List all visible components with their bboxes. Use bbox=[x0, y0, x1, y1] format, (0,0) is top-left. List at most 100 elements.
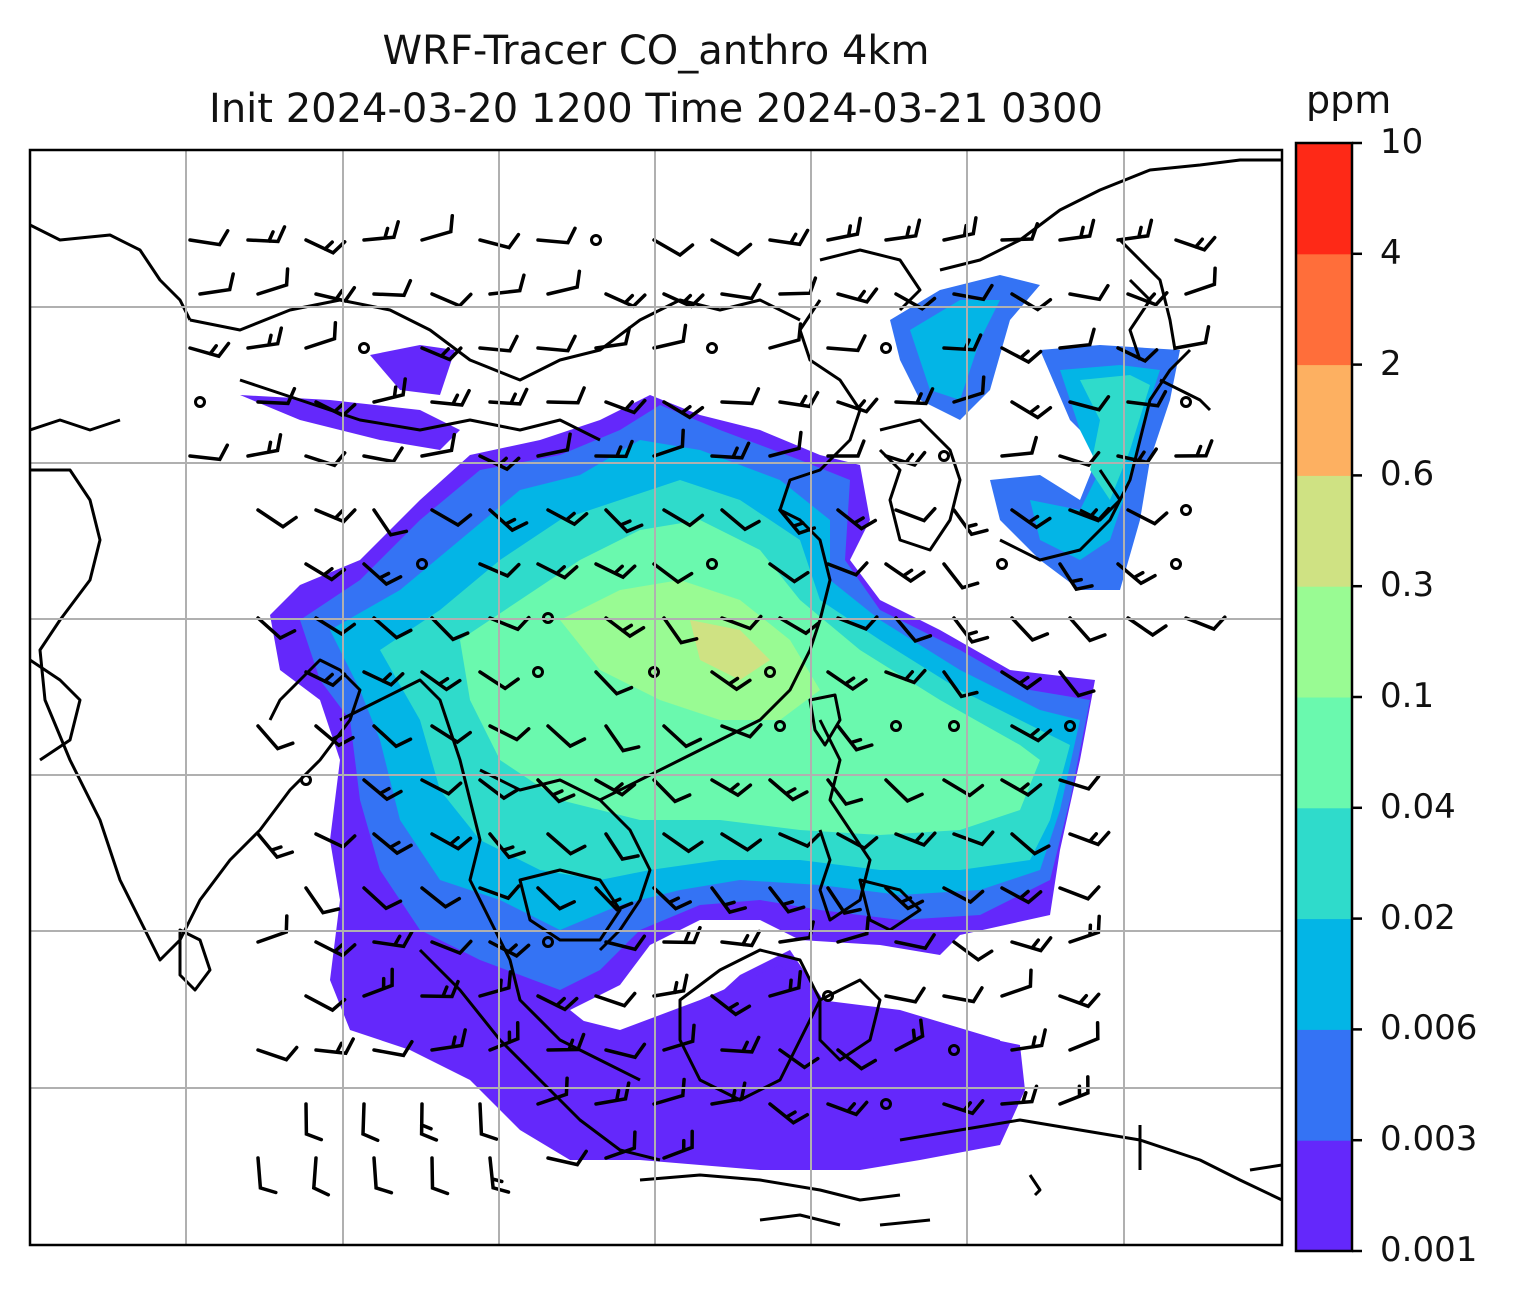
wind-barb bbox=[652, 428, 685, 458]
calm-wind-marker bbox=[542, 936, 554, 948]
wind-barb bbox=[362, 778, 403, 802]
colorbar-tick-label: 10 bbox=[1380, 122, 1424, 162]
wind-barb bbox=[314, 285, 357, 303]
wind-barb bbox=[1058, 774, 1101, 791]
wind-barb bbox=[372, 724, 413, 749]
wind-barb bbox=[1126, 508, 1169, 526]
wind-barb bbox=[430, 1028, 467, 1052]
wind-barb bbox=[430, 832, 473, 851]
wind-barb bbox=[1000, 886, 1043, 905]
wind-barb bbox=[420, 886, 462, 909]
wind-barb bbox=[652, 323, 688, 350]
wind-barb bbox=[710, 441, 751, 460]
wind-barb bbox=[188, 443, 230, 462]
wind-barb bbox=[536, 334, 577, 353]
calm-wind-marker bbox=[1064, 720, 1076, 732]
wind-barb bbox=[662, 724, 703, 749]
wind-barb bbox=[420, 778, 463, 796]
colorbar-segment bbox=[1296, 697, 1352, 809]
wind-barb bbox=[594, 326, 632, 350]
wind-barb bbox=[662, 616, 699, 645]
wind-barb bbox=[778, 920, 815, 944]
wind-barb bbox=[188, 341, 231, 359]
wind-barb bbox=[894, 616, 933, 644]
plume-layer-0.1 bbox=[560, 580, 820, 720]
calm-wind-marker bbox=[532, 666, 544, 678]
wind-barb bbox=[720, 282, 762, 301]
wind-barb bbox=[1068, 506, 1111, 523]
wind-barb bbox=[420, 346, 463, 362]
calm-wind-marker bbox=[706, 342, 718, 354]
wind-barb bbox=[420, 213, 455, 242]
wind-barb bbox=[246, 225, 287, 244]
wind-barb bbox=[836, 832, 879, 851]
colorbar-segment bbox=[1296, 253, 1352, 366]
wind-barb bbox=[894, 933, 936, 951]
wind-barb bbox=[372, 832, 413, 856]
wind-barb bbox=[488, 273, 526, 296]
wind-barb bbox=[1068, 395, 1111, 412]
colorbar-tick-label: 0.02 bbox=[1380, 897, 1456, 938]
wind-barb bbox=[1126, 389, 1168, 408]
wind-barb bbox=[942, 778, 985, 798]
wind-barb bbox=[768, 430, 803, 458]
wind-barb bbox=[894, 292, 937, 311]
calm-wind-marker bbox=[1180, 396, 1192, 408]
wind-barb bbox=[430, 724, 472, 745]
wind-barb bbox=[314, 1037, 355, 1056]
colorbar-tick-label: 4 bbox=[1380, 232, 1402, 273]
wind-barb bbox=[826, 561, 869, 577]
wind-barb bbox=[836, 1048, 878, 1071]
wind-barb bbox=[372, 1039, 414, 1058]
colorbar-segment bbox=[1296, 1140, 1352, 1252]
map-frame bbox=[28, 148, 1284, 1247]
wind-barb bbox=[594, 778, 637, 797]
wind-barb bbox=[652, 238, 695, 258]
wind-barb bbox=[488, 387, 529, 406]
wind-barb bbox=[884, 778, 924, 803]
wind-barb bbox=[311, 1156, 331, 1197]
calm-wind-marker bbox=[890, 720, 902, 732]
wind-barb bbox=[768, 228, 810, 247]
wind-barb bbox=[662, 1129, 694, 1160]
wind-barb bbox=[604, 934, 647, 952]
map-panel bbox=[30, 150, 1282, 1245]
wind-barb bbox=[478, 232, 521, 250]
wind-barb bbox=[304, 320, 338, 350]
wind-barb bbox=[768, 1102, 810, 1125]
wind-barb bbox=[662, 400, 705, 420]
wind-barb bbox=[430, 1156, 450, 1196]
wind-barb bbox=[546, 832, 587, 856]
wind-barb bbox=[768, 778, 809, 802]
wind-barb bbox=[256, 616, 297, 641]
colorbar-unit: ppm bbox=[1306, 78, 1392, 122]
wind-barb bbox=[594, 439, 634, 459]
colorbar-tick-label: 0.3 bbox=[1380, 565, 1435, 606]
colorbar-segment bbox=[1296, 807, 1352, 920]
wind-barb bbox=[836, 724, 874, 752]
wind-barb bbox=[546, 1032, 586, 1052]
wind-barb bbox=[1058, 670, 1096, 698]
wind-barb bbox=[1010, 292, 1053, 312]
wind-barb bbox=[188, 229, 230, 247]
wind-barb bbox=[314, 508, 357, 524]
calm-wind-marker bbox=[194, 396, 206, 408]
wind-barb bbox=[894, 506, 937, 523]
colorbar-segment bbox=[1296, 364, 1352, 476]
wind-barb bbox=[1126, 616, 1168, 638]
wind-barb bbox=[1116, 218, 1154, 242]
wind-barb bbox=[1058, 327, 1096, 350]
wind-barb bbox=[256, 267, 290, 296]
wind-barb bbox=[942, 562, 980, 590]
colorbar-tick-label: 2 bbox=[1380, 343, 1402, 384]
map-subtitle: Init 2024-03-20 1200 Time 2024-03-21 030… bbox=[209, 86, 1103, 132]
wind-barb bbox=[1184, 266, 1217, 296]
wind-barb bbox=[256, 832, 295, 860]
wind-barb bbox=[836, 397, 879, 414]
wind-barb bbox=[536, 994, 579, 1012]
calm-wind-marker bbox=[996, 558, 1008, 570]
wind-barb bbox=[1000, 968, 1033, 998]
wind-barb bbox=[594, 886, 634, 912]
wind-barb bbox=[478, 778, 520, 801]
